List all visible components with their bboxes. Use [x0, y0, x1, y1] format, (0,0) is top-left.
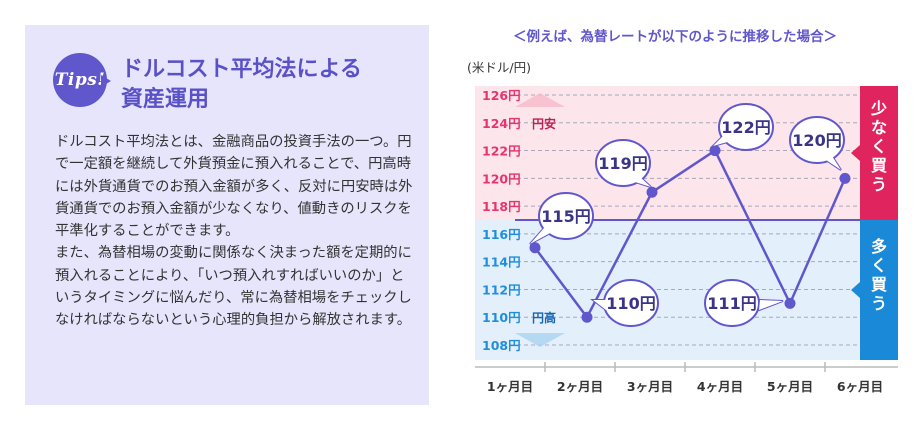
x-tick-label: 4ヶ月目 — [697, 379, 743, 394]
data-point — [784, 297, 796, 309]
side-label-lower: 買 — [871, 275, 887, 294]
tips-badge: Tips! — [53, 53, 111, 107]
callout-tail-fill — [823, 156, 841, 170]
y-tick-label: 114円 — [482, 255, 521, 270]
tips-title: ドルコスト平均法による 資産運用 — [121, 55, 411, 115]
tips-title-line1: ドルコスト平均法による — [121, 57, 362, 82]
side-arrow-lower — [851, 282, 860, 298]
y-tick-label: 122円 — [482, 144, 521, 159]
chart-title: ＜例えば、為替レートが以下のように推移した場合＞ — [513, 28, 837, 45]
value-callout: 120円 — [789, 116, 845, 171]
data-point — [581, 311, 593, 323]
callout-bubble — [704, 279, 760, 327]
y-tick-label: 126円 — [482, 88, 521, 103]
tips-panel: Tips! ドルコスト平均法による 資産運用 ドルコスト平均法とは、金融商品の投… — [25, 25, 429, 405]
data-label: 110円 — [606, 294, 655, 313]
data-label: 111円 — [707, 294, 756, 313]
y-tick-label: 112円 — [482, 282, 521, 297]
y-axis-unit: (米ドル/円) — [467, 60, 531, 75]
side-label-lower: 多 — [871, 237, 887, 256]
callout-tail-fill — [759, 300, 783, 310]
y-tick-label: 108円 — [482, 338, 521, 353]
x-tick-label: 2ヶ月目 — [557, 379, 603, 394]
data-label: 115円 — [541, 207, 590, 226]
tips-body: ドルコスト平均法とは、金融商品の投資手法の一つ。円で一定額を継続して外貨預金に預… — [55, 131, 415, 332]
tips-title-line2: 資産運用 — [121, 87, 210, 112]
side-arrow-upper — [851, 145, 860, 161]
side-label-upper: な — [871, 118, 887, 137]
side-label-upper: う — [871, 175, 887, 194]
callout-bubble — [718, 103, 774, 151]
y-tick-label: 116円 — [482, 227, 521, 242]
exchange-rate-chart: ＜例えば、為替レートが以下のように推移した場合＞ (米ドル/円) 108円 110円 1… — [440, 0, 922, 443]
callout-bubble — [538, 192, 594, 240]
callout-bubble — [789, 116, 845, 164]
side-label-upper: 少 — [870, 99, 887, 118]
callout-tail-fill — [530, 228, 552, 244]
value-callout: 115円 — [529, 192, 594, 245]
value-callout: 122円 — [709, 103, 774, 151]
y-tick-label: 124円 — [482, 116, 521, 131]
x-tick-label: 5ヶ月目 — [767, 379, 813, 394]
data-point — [646, 186, 658, 198]
side-label-lower: う — [871, 294, 887, 313]
tips-paragraph-1: ドルコスト平均法とは、金融商品の投資手法の一つ。円で一定額を継続して外貨預金に預… — [55, 134, 413, 240]
yen-weak-arrow — [515, 93, 565, 107]
data-label: 122円 — [721, 118, 770, 137]
side-label-lower: く — [871, 256, 887, 275]
side-label-upper: く — [871, 137, 887, 156]
annotation-yen-weak: 円安 — [532, 116, 556, 131]
x-tick-label: 6ヶ月目 — [837, 379, 883, 394]
value-callout: 119円 — [595, 139, 652, 188]
value-callout: 110円 — [590, 279, 659, 327]
callout-tail-fill — [713, 133, 731, 146]
side-label-upper: 買 — [871, 156, 887, 175]
y-tick-label: 118円 — [482, 199, 521, 214]
yen-strong-arrow — [515, 333, 565, 347]
data-label: 120円 — [792, 131, 841, 150]
callout-bubble — [595, 139, 651, 187]
value-callout: 111円 — [704, 279, 784, 327]
annotation-yen-strong: 円高 — [532, 310, 556, 325]
x-tick-label: 1ヶ月目 — [487, 379, 533, 394]
side-bar-lower — [860, 220, 898, 360]
data-point — [709, 145, 721, 157]
x-tick-label: 3ヶ月目 — [627, 379, 673, 394]
callout-tail-fill — [632, 177, 651, 187]
data-point — [529, 242, 541, 254]
chart-svg: ＜例えば、為替レートが以下のように推移した場合＞ (米ドル/円) 108円 110円 1… — [467, 28, 898, 394]
side-bar-upper — [860, 86, 898, 220]
series-line — [533, 149, 847, 319]
callout-tail-fill — [593, 300, 608, 310]
y-tick-label: 120円 — [482, 171, 521, 186]
data-point — [839, 172, 851, 184]
tips-paragraph-2: また、為替相場の変動に関係なく決まった額を定期的に預入れることにより、「いつ預入… — [55, 245, 412, 329]
y-tick-label: 110円 — [482, 310, 521, 325]
data-label: 119円 — [598, 154, 647, 173]
